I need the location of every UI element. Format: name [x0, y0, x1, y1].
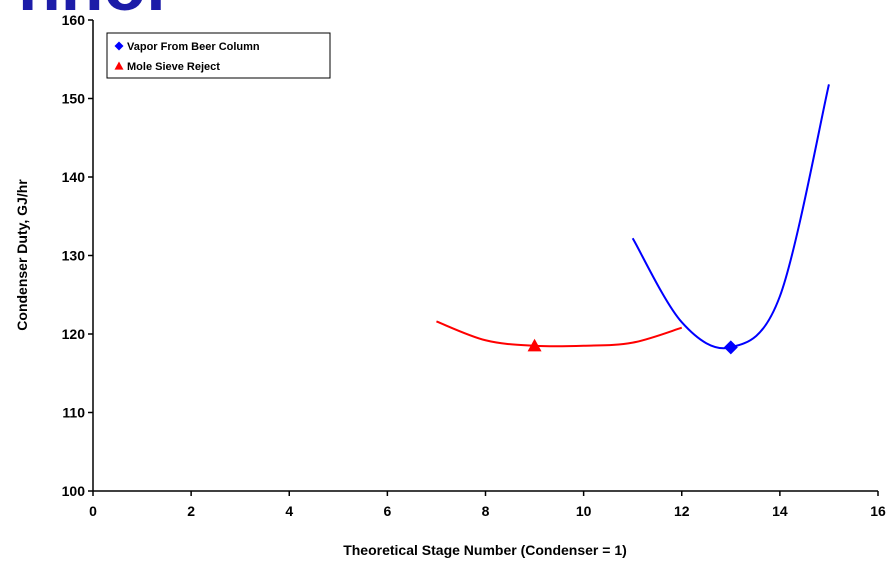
y-tick-label: 120: [62, 326, 86, 342]
y-tick-label: 110: [62, 405, 85, 421]
x-tick-label: 10: [576, 503, 592, 519]
x-tick-label: 2: [187, 503, 195, 519]
x-tick-label: 6: [383, 503, 391, 519]
series-line: [436, 320, 683, 348]
series-line: [631, 84, 830, 350]
y-tick-label: 100: [62, 483, 86, 499]
y-tick-label: 150: [62, 91, 86, 107]
legend-box: [106, 32, 331, 79]
x-tick-label: 12: [674, 503, 690, 519]
legend-label: Vapor From Beer Column: [127, 41, 260, 53]
x-tick-label: 0: [89, 503, 97, 519]
marker: [527, 338, 542, 352]
y-tick-label: 140: [62, 169, 86, 185]
legend-label: Mole Sieve Reject: [127, 61, 220, 73]
marker: [723, 340, 738, 355]
y-tick-label: 160: [62, 12, 86, 28]
y-tick-label: 130: [62, 248, 86, 264]
y-axis-title: Condenser Duty, GJ/hr: [14, 179, 30, 331]
x-axis-title: Theoretical Stage Number (Condenser = 1): [343, 542, 627, 558]
x-tick-label: 16: [870, 503, 886, 519]
marker: [114, 61, 124, 70]
x-tick-label: 8: [482, 503, 490, 519]
header-fragment: hnol: [18, 0, 166, 25]
marker: [114, 41, 124, 51]
x-tick-label: 14: [772, 503, 788, 519]
x-tick-label: 4: [285, 503, 293, 519]
